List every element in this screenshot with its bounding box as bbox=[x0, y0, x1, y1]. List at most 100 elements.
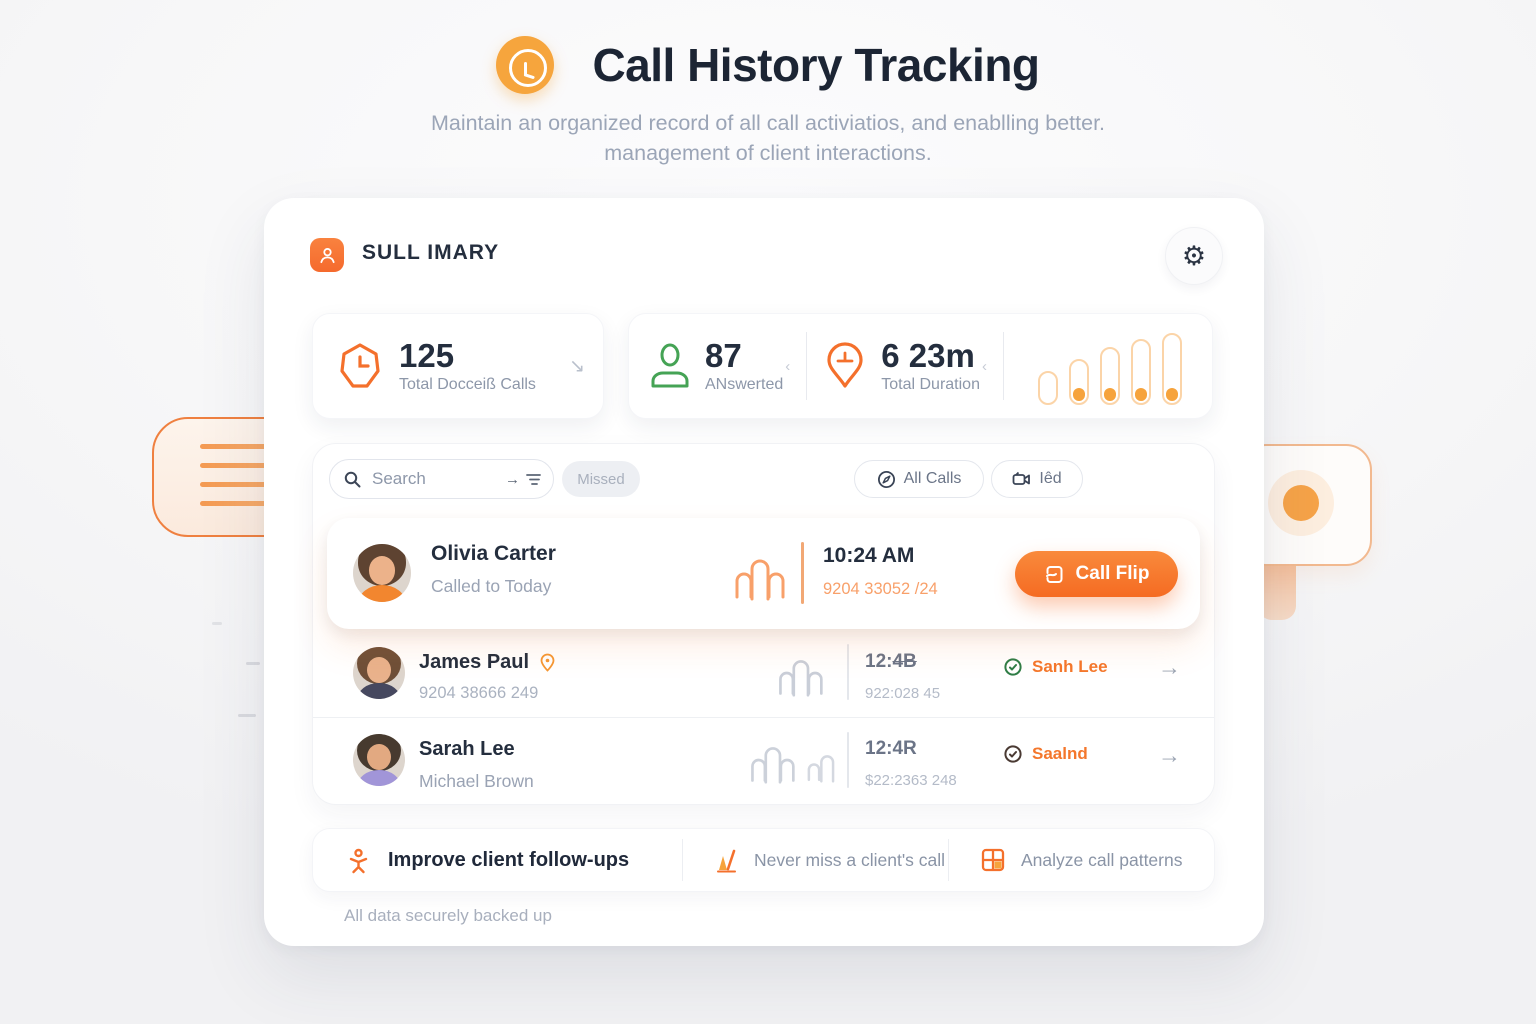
pin-clock-icon bbox=[823, 341, 867, 391]
row-arrow-icon[interactable]: → bbox=[1158, 742, 1181, 768]
call-number: $22:2363 248 bbox=[865, 772, 957, 789]
stat-value: 125 bbox=[399, 336, 455, 374]
person-green-icon bbox=[649, 342, 691, 390]
speck bbox=[238, 714, 256, 717]
deco-line bbox=[200, 501, 296, 506]
avatar bbox=[353, 544, 411, 602]
call-bars-icon bbox=[729, 547, 789, 601]
call-row-featured[interactable]: Olivia Carter Called to Today 10:24 AM 9… bbox=[327, 518, 1200, 629]
person-badge-icon bbox=[310, 238, 344, 272]
call-list-panel: → Missed All Calls Iêd bbox=[312, 443, 1215, 805]
speck bbox=[212, 622, 222, 625]
chart-bar bbox=[1037, 371, 1058, 405]
stat-total-calls: 125 Total Docceiß Calls ↘ bbox=[312, 313, 604, 419]
avatar bbox=[353, 734, 405, 786]
chip-label: Iêd bbox=[1039, 470, 1062, 487]
chip-label: All Calls bbox=[903, 470, 962, 487]
stat-value: 6 23m bbox=[881, 336, 975, 374]
deco-dot bbox=[1283, 485, 1319, 521]
subtitle-line-1: Maintain an organized record of all call… bbox=[430, 111, 1106, 135]
stat-label: Total Docceiß Calls bbox=[399, 375, 536, 393]
chip-label: Missed bbox=[577, 470, 625, 488]
call-volume-mini-chart bbox=[1037, 327, 1182, 405]
deco-line bbox=[200, 463, 304, 468]
call-row[interactable]: James Paul 9204 38666 249 12:4B 922:028 … bbox=[313, 629, 1214, 718]
card-title: SULL IMARY bbox=[362, 241, 500, 264]
filter-chip-missed[interactable]: Missed bbox=[562, 461, 640, 497]
call-time: 10:24 AM bbox=[823, 544, 915, 567]
call-number: 9204 33052 /24 bbox=[823, 580, 938, 598]
feature-never-miss: Never miss a client's call bbox=[682, 839, 948, 881]
stat-value: 87 bbox=[705, 336, 742, 374]
feature-analyze: Analyze call patterns bbox=[948, 839, 1214, 881]
stat-duration: 6 23m Total Duration bbox=[823, 336, 980, 394]
call-number: 922:028 45 bbox=[865, 685, 941, 702]
clock-icon bbox=[496, 36, 555, 94]
subtitle-line-2: management of client interactions. bbox=[604, 141, 932, 165]
avatar bbox=[353, 647, 405, 699]
row-arrow-icon[interactable]: → bbox=[1158, 654, 1181, 680]
call-bars-icon bbox=[773, 649, 827, 697]
pen-chart-icon bbox=[715, 848, 738, 873]
divider-arrow-icon: ‹ bbox=[785, 357, 791, 375]
features-bar: Improve client follow-ups Never miss a c… bbox=[312, 828, 1215, 892]
filter-chip-secondary[interactable]: Iêd bbox=[991, 460, 1083, 498]
status-label: Saalnd bbox=[1032, 744, 1088, 763]
stat-answered: 87 ANswerted bbox=[649, 336, 784, 394]
feature-label: Improve client follow-ups bbox=[388, 848, 630, 871]
status-check-icon bbox=[1003, 657, 1023, 677]
divider bbox=[847, 644, 849, 700]
filter-icon[interactable] bbox=[526, 473, 541, 486]
call-flip-label: Call Flip bbox=[1075, 563, 1150, 584]
divider bbox=[806, 332, 808, 400]
footer-note: All data securely backed up bbox=[344, 906, 552, 925]
grid-chart-icon bbox=[981, 848, 1005, 872]
search-input[interactable] bbox=[370, 468, 496, 490]
feature-label: Analyze call patterns bbox=[1021, 849, 1183, 870]
status-label: Sanh Lee bbox=[1032, 657, 1108, 676]
settings-button[interactable]: ⚙ bbox=[1165, 227, 1223, 285]
caller-name: Olivia Carter bbox=[431, 542, 556, 565]
deco-line bbox=[200, 444, 304, 449]
stat-label: Total Duration bbox=[881, 375, 980, 393]
chart-bar bbox=[1068, 359, 1089, 405]
call-bars-icon bbox=[745, 736, 799, 784]
feature-label: Never miss a client's call bbox=[754, 849, 946, 870]
feature-follow-ups: Improve client follow-ups bbox=[313, 847, 682, 874]
call-flip-button[interactable]: Call Flip bbox=[1015, 551, 1178, 597]
page-title: Call History Tracking bbox=[592, 39, 1040, 91]
chart-bar bbox=[1099, 347, 1120, 405]
gear-icon: ⚙ bbox=[1181, 240, 1207, 271]
call-time: 12:4B bbox=[865, 651, 917, 672]
call-status: Sanh Lee bbox=[1003, 657, 1108, 677]
compass-icon bbox=[877, 470, 896, 489]
chart-bar bbox=[1161, 333, 1182, 405]
deco-line bbox=[200, 482, 304, 487]
right-decoration-tab bbox=[1258, 558, 1296, 620]
caller-subtext: Called to Today bbox=[431, 576, 552, 596]
hero-header: Call History Tracking bbox=[0, 36, 1536, 94]
arrow-right-icon[interactable]: → bbox=[505, 470, 520, 488]
caller-subtext: Michael Brown bbox=[419, 771, 534, 791]
stat-chevron-icon: ↘ bbox=[569, 355, 585, 377]
status-check-icon bbox=[1003, 744, 1023, 764]
call-time: 12:4R bbox=[865, 738, 917, 759]
chart-bar bbox=[1130, 339, 1151, 405]
caller-subtext: 9204 38666 249 bbox=[419, 684, 539, 702]
divider-arrow-icon: ‹ bbox=[981, 357, 987, 375]
video-call-icon bbox=[1012, 471, 1031, 488]
stat-group: 87 ANswerted ‹ 6 23m Total Duration ‹ bbox=[628, 313, 1213, 419]
divider bbox=[801, 542, 804, 604]
person-star-icon bbox=[345, 847, 372, 874]
shield-clock-icon bbox=[337, 342, 383, 390]
call-row[interactable]: Sarah Lee Michael Brown 12:4R bbox=[313, 718, 1214, 804]
speck bbox=[246, 662, 260, 665]
filter-chip-all-calls[interactable]: All Calls bbox=[854, 460, 984, 498]
main-card: SULL IMARY ⚙ 125 Total Docceiß Calls ↘ bbox=[264, 198, 1264, 946]
stat-label: ANswerted bbox=[705, 375, 784, 393]
search-bar[interactable]: → bbox=[329, 459, 554, 499]
call-flip-icon bbox=[1044, 564, 1065, 585]
search-icon bbox=[344, 471, 361, 488]
call-status: Saalnd bbox=[1003, 744, 1088, 764]
divider bbox=[1002, 332, 1004, 400]
